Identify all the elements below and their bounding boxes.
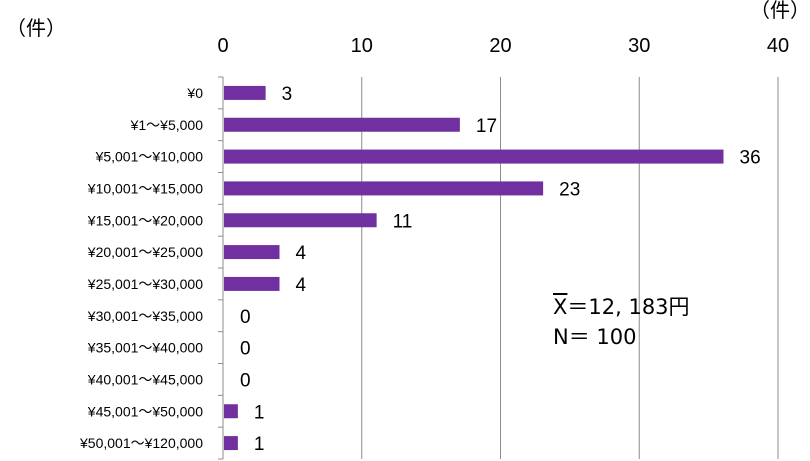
category-label: ¥45,001〜¥50,000	[87, 403, 203, 419]
data-label: 4	[296, 275, 307, 296]
category-label: ¥35,001〜¥40,000	[87, 340, 203, 356]
category-label: ¥0	[186, 85, 203, 101]
bar	[224, 117, 460, 132]
x-tick-label: 10	[351, 35, 373, 57]
category-label: ¥5,001〜¥10,000	[95, 149, 204, 165]
bar	[224, 245, 280, 260]
data-label: 23	[559, 179, 580, 200]
data-label: 4	[296, 243, 307, 264]
data-label: 1	[254, 434, 265, 455]
mean-value: ＝12, 183円	[567, 295, 690, 319]
data-label: 11	[393, 211, 413, 232]
category-label: ¥10,001〜¥15,000	[87, 180, 203, 196]
x-tick-label: 0	[217, 35, 228, 57]
bar	[224, 149, 724, 164]
bar	[224, 213, 377, 228]
data-label: 17	[476, 116, 497, 137]
bar	[224, 436, 238, 451]
x-tick-label: 20	[489, 35, 511, 57]
n-line: N＝ 100	[553, 325, 637, 349]
data-label: 36	[740, 148, 761, 169]
x-tick-label: 40	[767, 35, 789, 57]
bar	[224, 276, 280, 291]
data-label: 1	[254, 402, 265, 423]
category-label: ¥15,001〜¥20,000	[87, 212, 203, 228]
bar	[224, 181, 544, 196]
category-label: ¥50,001〜¥120,000	[79, 435, 203, 451]
data-label: 0	[240, 307, 251, 328]
data-label: 3	[282, 84, 293, 105]
category-label: ¥25,001〜¥30,000	[87, 276, 203, 292]
bar	[224, 85, 266, 100]
mean-line: X＝12, 183円	[553, 292, 690, 322]
y-unit-label: （件）	[750, 0, 810, 22]
data-label: 0	[240, 370, 251, 391]
category-label: ¥30,001〜¥35,000	[87, 308, 203, 324]
x-unit-label: （件）	[6, 16, 66, 40]
data-label: 0	[240, 339, 251, 360]
category-label: ¥1〜¥5,000	[130, 117, 204, 133]
stats-annotation: X＝12, 183円 N＝ 100	[553, 292, 690, 352]
bar	[224, 404, 238, 419]
mean-symbol: X	[553, 295, 568, 319]
category-label: ¥20,001〜¥25,000	[87, 244, 203, 260]
category-label: ¥40,001〜¥45,000	[87, 371, 203, 387]
x-tick-label: 30	[628, 35, 650, 57]
